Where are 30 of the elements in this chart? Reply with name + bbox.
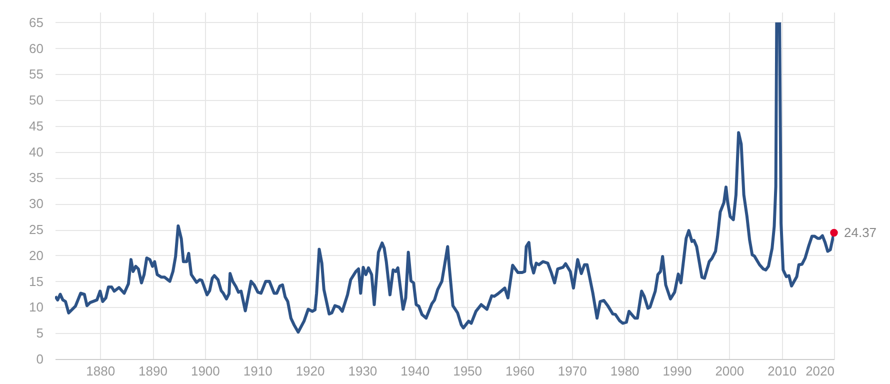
annotation: 24.37 (844, 224, 877, 240)
y-tick-label: 60 (29, 40, 44, 56)
x-tick-label: 1920 (296, 364, 325, 378)
y-tick-label: 20 (29, 248, 44, 263)
y-tick-label: 5 (36, 326, 44, 341)
y-tick-label: 45 (29, 118, 44, 134)
x-tick-label: 1880 (86, 364, 116, 378)
y-tick-label: 35 (29, 170, 44, 186)
x-tick-label: 2020 (806, 364, 834, 378)
x-tick-label: 1940 (400, 364, 430, 378)
x-tick-label: 2000 (715, 364, 744, 378)
x-tick-label: 1900 (190, 364, 220, 378)
y-tick-label: 50 (29, 92, 44, 108)
x-tick-label: 2010 (768, 364, 797, 378)
y-tick-label: 55 (29, 66, 44, 82)
x-tick-label: 1990 (662, 364, 692, 378)
x-tick-label: 1930 (348, 364, 378, 378)
x-tick-label: 1970 (558, 364, 587, 378)
x-tick-label: 1910 (243, 364, 272, 378)
y-tick-label: 15 (29, 274, 44, 289)
y-tick-label: 30 (29, 196, 44, 212)
y-tick-label: 10 (29, 300, 44, 315)
x-tick-label: 1980 (610, 364, 640, 378)
y-tick-label: 40 (29, 144, 44, 160)
x-tick-label: 1890 (138, 364, 168, 378)
y-tick-label: 65 (29, 14, 44, 30)
y-tick-label: 0 (36, 352, 44, 366)
x-tick-label: 1950 (453, 364, 482, 378)
y-tick-label: 25 (29, 222, 44, 238)
x-tick-label: 1960 (506, 364, 534, 378)
